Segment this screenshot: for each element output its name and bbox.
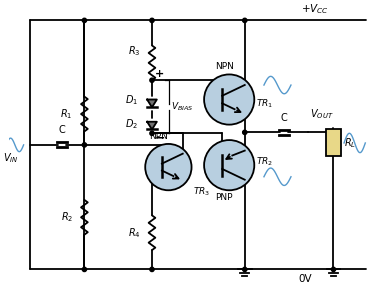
Circle shape	[150, 18, 154, 23]
Text: $V_{IN}$: $V_{IN}$	[3, 152, 19, 165]
Text: $D_2$: $D_2$	[125, 117, 138, 131]
Circle shape	[82, 18, 87, 23]
Circle shape	[204, 74, 254, 125]
Text: $TR_2$: $TR_2$	[256, 155, 273, 168]
Text: $R_3$: $R_3$	[128, 44, 140, 58]
Text: −: −	[155, 131, 166, 144]
Text: 0V: 0V	[299, 274, 312, 284]
Text: $R_1$: $R_1$	[60, 107, 73, 121]
Text: $TR_3$: $TR_3$	[193, 186, 211, 198]
Text: $TR_1$: $TR_1$	[256, 97, 273, 110]
Circle shape	[82, 267, 87, 271]
Text: NPN: NPN	[215, 62, 234, 71]
Circle shape	[243, 130, 247, 134]
Text: $+V_{CC}$: $+V_{CC}$	[301, 2, 328, 15]
Bar	[326, 130, 341, 156]
Text: $R_L$: $R_L$	[344, 136, 356, 150]
Circle shape	[150, 267, 154, 271]
Polygon shape	[147, 122, 157, 130]
Text: $D_1$: $D_1$	[125, 94, 138, 108]
Circle shape	[243, 267, 247, 271]
Text: PNP: PNP	[216, 194, 233, 202]
Circle shape	[243, 18, 247, 23]
Circle shape	[150, 131, 154, 136]
Circle shape	[82, 143, 87, 147]
Text: +: +	[155, 69, 164, 79]
Text: NPN: NPN	[149, 132, 168, 141]
Text: C: C	[281, 113, 288, 123]
Circle shape	[204, 140, 254, 190]
Text: $V_{BIAS}$: $V_{BIAS}$	[171, 100, 194, 113]
Polygon shape	[147, 100, 157, 107]
Text: C: C	[59, 125, 65, 135]
Text: $R_2$: $R_2$	[61, 210, 73, 224]
Circle shape	[145, 144, 192, 190]
Text: $R_4$: $R_4$	[128, 226, 140, 240]
Circle shape	[331, 267, 336, 271]
Circle shape	[150, 78, 154, 82]
Text: $V_{OUT}$: $V_{OUT}$	[310, 107, 334, 121]
